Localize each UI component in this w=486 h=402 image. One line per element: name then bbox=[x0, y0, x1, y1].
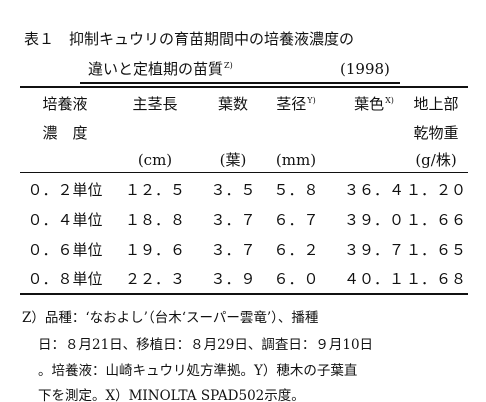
column-header: 濃 度 bbox=[42, 124, 88, 142]
unit-label: (mm) bbox=[275, 151, 317, 169]
column-header: 葉数 bbox=[218, 95, 248, 113]
table-bottom-rule bbox=[20, 293, 468, 295]
table-cell: １．６５ bbox=[405, 241, 467, 259]
header-text: 葉数 bbox=[217, 95, 249, 113]
table-cell: ３．５ bbox=[210, 181, 256, 199]
table-cell: ３６．４ bbox=[343, 181, 405, 199]
unit-label: (cm) bbox=[137, 151, 173, 169]
table-cell: ３．７ bbox=[210, 211, 256, 229]
title-line: 表１ 抑制キュウリの育苗期間中の培養液濃度の bbox=[24, 30, 355, 48]
note-line: Z）品種：‘なおよし’（台木‘スーパー雲竜’）、播種 bbox=[22, 310, 319, 326]
column-header: 葉色X) bbox=[354, 95, 394, 113]
table-cell: ２２．３ bbox=[124, 270, 186, 288]
header-note: X) bbox=[385, 96, 394, 105]
column-header: 茎径Y) bbox=[276, 95, 315, 113]
title-note: Z) bbox=[224, 61, 233, 70]
table-cell: １．６６ bbox=[405, 211, 467, 229]
table-cell: ６．２ bbox=[273, 241, 319, 259]
table-cell: １９．６ bbox=[124, 241, 186, 259]
table-top-rule bbox=[20, 86, 468, 88]
header-text: 培養液 bbox=[42, 95, 88, 113]
table-cell: ６．７ bbox=[273, 211, 319, 229]
title-year: (1998) bbox=[340, 60, 390, 78]
unit-label: (g/株) bbox=[415, 151, 457, 169]
note-line: 下を測定。X）MINOLTA SPAD502示度。 bbox=[38, 388, 305, 402]
title-line: 違いと定植期の苗質Z) bbox=[88, 60, 233, 78]
column-header: 地上部 bbox=[413, 95, 458, 113]
column-header: 主茎長 bbox=[132, 95, 177, 113]
table-cell: ３９．０ bbox=[343, 211, 405, 229]
table-cell: ４０．１ bbox=[343, 270, 405, 288]
table-cell: ０．８単位 bbox=[27, 270, 103, 288]
header-rule bbox=[20, 172, 468, 173]
table-cell: １２．５ bbox=[124, 181, 186, 199]
table-cell: ３．９ bbox=[210, 270, 256, 288]
table-cell: １．２０ bbox=[405, 181, 467, 199]
header-text: 主茎長 bbox=[132, 95, 178, 113]
unit-label: (葉) bbox=[219, 151, 247, 169]
header-text: 茎径 bbox=[276, 95, 307, 113]
table-cell: ０．６単位 bbox=[27, 241, 103, 259]
title-underline bbox=[80, 82, 400, 84]
note-line: 日：８月21日、移植日：８月29日、調査日：９月10日 bbox=[38, 337, 374, 353]
note-line: 。培養液：山崎キュウリ処方準拠。Y）穂木の子葉直 bbox=[38, 363, 358, 379]
table-cell: １８．８ bbox=[124, 211, 186, 229]
table-cell: ０．４単位 bbox=[27, 211, 103, 229]
title-text: 違いと定植期の苗質 bbox=[88, 60, 224, 78]
table-cell: １．６８ bbox=[405, 270, 467, 288]
table-cell: ５．８ bbox=[273, 181, 319, 199]
table-cell: ３．７ bbox=[210, 241, 256, 259]
column-header: 乾物重 bbox=[413, 124, 459, 142]
table-cell: ０．２単位 bbox=[27, 181, 103, 199]
table-cell: ３９．７ bbox=[343, 241, 405, 259]
table-cell: ６．０ bbox=[273, 270, 319, 288]
column-header: 培養液 bbox=[42, 95, 87, 113]
header-text: 地上部 bbox=[413, 95, 459, 113]
header-text: 葉色 bbox=[354, 95, 385, 113]
header-note: Y) bbox=[307, 96, 316, 105]
